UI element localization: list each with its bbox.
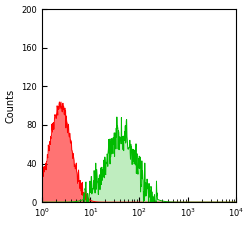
Y-axis label: Counts: Counts <box>6 89 16 123</box>
